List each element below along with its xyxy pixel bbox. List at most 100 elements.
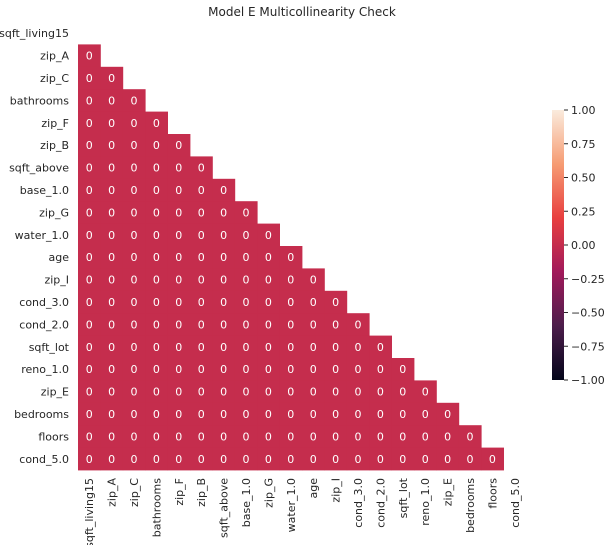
cell-value-label: 0 <box>86 139 93 152</box>
heatmap-cell <box>212 290 236 314</box>
heatmap-cell <box>145 313 168 336</box>
cell-value-label: 0 <box>86 72 93 85</box>
colorbar-tick-label: −0.25 <box>571 273 605 286</box>
cell-value-label: 0 <box>131 408 138 421</box>
cell-value-label: 0 <box>243 229 250 242</box>
colorbar-tick-label: −0.75 <box>571 340 605 353</box>
cell-value-label: 0 <box>153 386 160 399</box>
heatmap-cell <box>324 425 348 448</box>
cell-value-label: 0 <box>243 430 250 443</box>
cell-value-label: 0 <box>86 274 93 287</box>
heatmap-cell <box>346 447 370 471</box>
cell-value-label: 0 <box>175 162 182 175</box>
heatmap-cell <box>257 313 280 336</box>
cell-value-label: 0 <box>332 296 339 309</box>
cell-value-label: 0 <box>108 274 115 287</box>
cell-value-label: 0 <box>198 296 205 309</box>
heatmap-cell <box>100 223 124 247</box>
heatmap-cell <box>78 66 101 90</box>
y-tick-label: reno_1.0 <box>21 363 69 376</box>
heatmap-cell <box>167 246 191 269</box>
heatmap-cell <box>257 402 280 426</box>
heatmap-cell <box>391 358 415 381</box>
cell-value-label: 0 <box>355 341 362 354</box>
heatmap-cell <box>279 425 303 448</box>
heatmap-cell <box>257 447 280 471</box>
cell-value-label: 0 <box>287 363 294 376</box>
heatmap-cell <box>257 223 280 247</box>
heatmap-cell <box>167 290 191 314</box>
cell-value-label: 0 <box>86 50 93 63</box>
cell-value-label: 0 <box>243 206 250 219</box>
cell-value-label: 0 <box>265 251 272 264</box>
heatmap-cell <box>414 447 437 471</box>
heatmap-cell <box>369 380 392 404</box>
heatmap-cell <box>212 447 236 471</box>
cell-value-label: 0 <box>175 318 182 331</box>
x-tick-label: zip_B <box>195 478 208 507</box>
x-tick-label: zip_E <box>442 478 455 506</box>
heatmap-cell <box>145 402 168 426</box>
heatmap-cell <box>302 335 325 359</box>
heatmap-cell <box>190 358 213 381</box>
cell-value-label: 0 <box>86 117 93 130</box>
x-tick-label: sqft_above <box>218 478 231 538</box>
heatmap-cell <box>145 268 168 292</box>
heatmap-cell <box>257 335 280 359</box>
cell-value-label: 0 <box>243 453 250 466</box>
cell-value-label: 0 <box>86 453 93 466</box>
heatmap-cell <box>346 358 370 381</box>
heatmap-cell <box>167 402 191 426</box>
heatmap-cell <box>234 201 258 224</box>
cell-value-label: 0 <box>310 363 317 376</box>
cell-value-label: 0 <box>198 206 205 219</box>
cell-value-label: 0 <box>377 363 384 376</box>
y-tick-label: zip_B <box>40 139 69 152</box>
cell-value-label: 0 <box>355 363 362 376</box>
heatmap-cell <box>100 178 124 202</box>
cell-value-label: 0 <box>355 386 362 399</box>
heatmap-cell <box>100 335 124 359</box>
heatmap-cell <box>234 402 258 426</box>
cell-value-label: 0 <box>153 162 160 175</box>
cell-value-label: 0 <box>108 162 115 175</box>
cell-value-label: 0 <box>399 386 406 399</box>
cell-value-label: 0 <box>399 430 406 443</box>
cell-value-label: 0 <box>399 363 406 376</box>
cell-value-label: 0 <box>444 453 451 466</box>
cell-value-label: 0 <box>175 274 182 287</box>
cell-value-label: 0 <box>310 341 317 354</box>
x-tick-label: cond_2.0 <box>374 478 387 528</box>
heatmap-cell <box>122 156 146 180</box>
cell-value-label: 0 <box>220 296 227 309</box>
cell-value-label: 0 <box>86 363 93 376</box>
cell-value-label: 0 <box>153 117 160 130</box>
cell-value-label: 0 <box>287 318 294 331</box>
heatmap-cell <box>122 425 146 448</box>
cell-value-label: 0 <box>198 386 205 399</box>
cell-value-label: 0 <box>131 430 138 443</box>
heatmap-cell <box>212 425 236 448</box>
colorbar-tick-label: −1.00 <box>571 374 605 387</box>
cell-value-label: 0 <box>108 430 115 443</box>
heatmap-cell <box>145 335 168 359</box>
cell-value-label: 0 <box>355 318 362 331</box>
x-tick-label: floors <box>486 478 499 509</box>
cell-value-label: 0 <box>243 318 250 331</box>
heatmap-cell <box>190 447 213 471</box>
cell-value-label: 0 <box>175 184 182 197</box>
heatmap-cell <box>257 268 280 292</box>
x-tick-label: cond_5.0 <box>509 478 522 528</box>
y-tick-label: cond_2.0 <box>19 318 69 331</box>
cell-value-label: 0 <box>220 408 227 421</box>
y-tick-label: cond_3.0 <box>19 296 69 309</box>
heatmap-cell <box>78 111 101 135</box>
cell-value-label: 0 <box>265 296 272 309</box>
heatmap-cell <box>78 335 101 359</box>
heatmap-cell <box>190 313 213 336</box>
y-tick-label: floors <box>38 430 69 443</box>
cell-value-label: 0 <box>220 229 227 242</box>
heatmap-cell <box>78 358 101 381</box>
cell-value-label: 0 <box>86 296 93 309</box>
heatmap-cell <box>145 447 168 471</box>
